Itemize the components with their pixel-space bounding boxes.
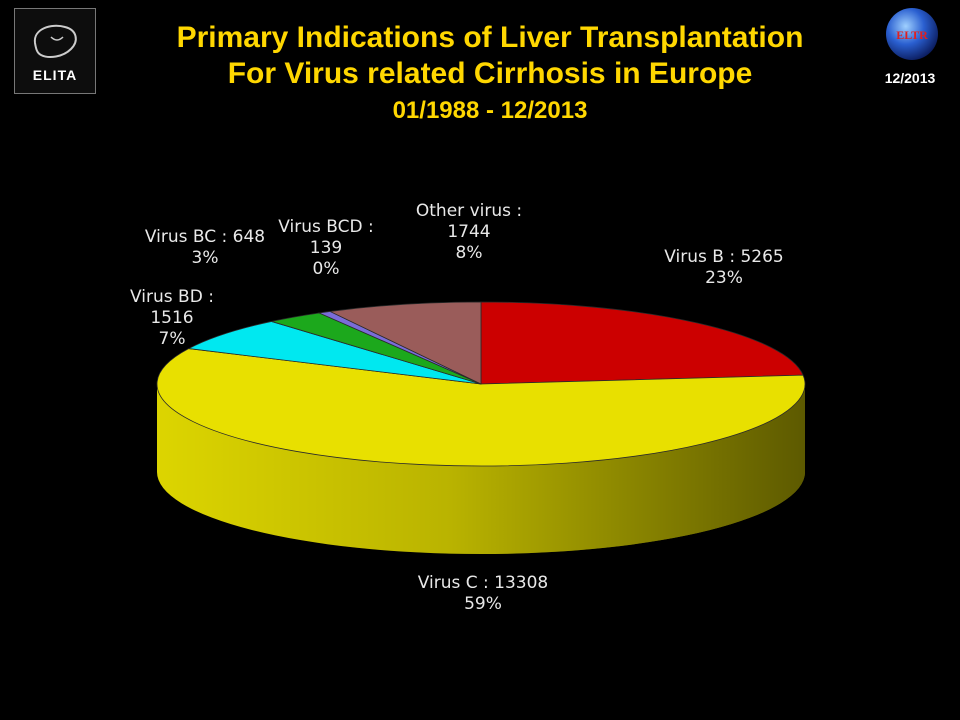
label-virus-bc-line2: 3% <box>192 248 219 268</box>
label-virus-bd-line1: Virus BD : <box>130 287 214 307</box>
elita-logo: ELITA <box>14 8 96 94</box>
label-other-virus-line3: 8% <box>456 243 483 263</box>
chart-title: Primary Indications of Liver Transplanta… <box>100 20 880 128</box>
label-virus-bcd-line2: 139 <box>310 238 342 258</box>
liver-icon <box>33 24 77 58</box>
eltr-logo-text: ELTR <box>896 28 928 42</box>
label-other-virus-line2: 1744 <box>447 222 490 242</box>
label-virus-b-line2: 23% <box>705 268 743 288</box>
pie-side-walls <box>157 384 805 554</box>
label-virus-bcd-line3: 0% <box>313 259 340 279</box>
title-line-1: Primary Indications of Liver Transplanta… <box>176 21 804 54</box>
label-virus-bd-line3: 7% <box>159 329 186 349</box>
title-line-2: For Virus related Cirrhosis in Europe <box>227 57 753 90</box>
side-shade-virus-c <box>157 384 805 554</box>
elita-logo-text: ELITA <box>32 67 78 83</box>
label-virus-b-line1: Virus B : 5265 <box>664 247 783 267</box>
slice-virus-bd <box>187 321 482 385</box>
label-other-virus-line1: Other virus : <box>416 201 522 221</box>
pie-slices <box>156 301 806 467</box>
label-virus-c-line1: Virus C : 13308 <box>418 573 549 593</box>
label-virus-bcd-line1: Virus BCD : <box>278 217 373 237</box>
label-virus-c-line2: 59% <box>464 594 502 614</box>
slice-other-virus <box>328 301 482 385</box>
slice-virus-c <box>156 348 806 467</box>
label-virus-bc-line1: Virus BC : 648 <box>145 227 265 247</box>
date-label: 12/2013 <box>884 70 936 86</box>
title-date-range: 01/1988 - 12/2013 <box>392 97 588 124</box>
eltr-globe-logo: ELTR <box>886 8 938 60</box>
label-virus-bd-line2: 1516 <box>150 308 193 328</box>
slice-virus-b <box>480 301 804 385</box>
